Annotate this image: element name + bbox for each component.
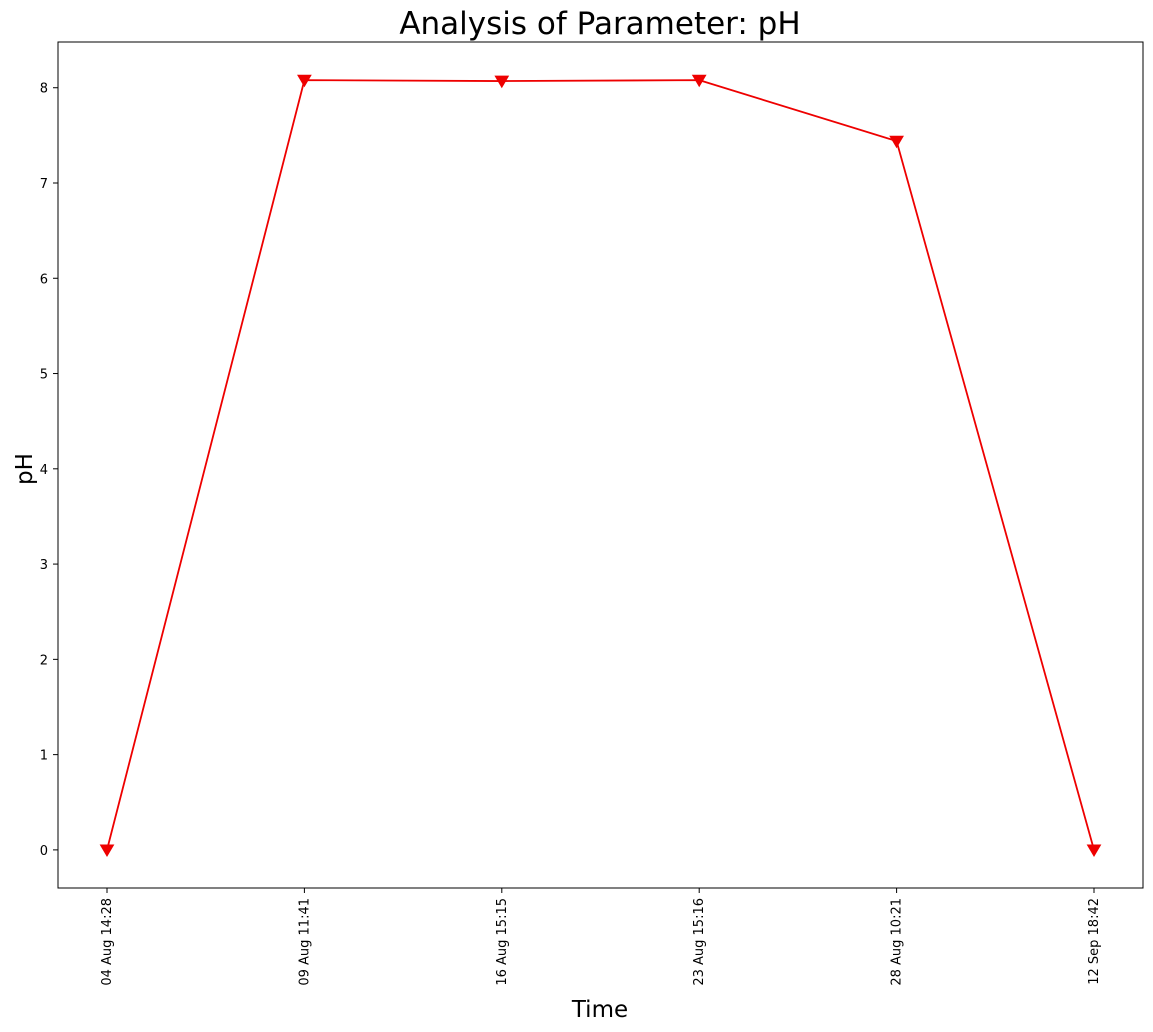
- x-tick-label: 23 Aug 15:16: [692, 898, 707, 986]
- y-tick-label: 8: [40, 82, 48, 97]
- x-tick-label: 04 Aug 14:28: [100, 898, 115, 986]
- data-point-marker: [889, 135, 904, 149]
- data-point-marker: [1086, 844, 1102, 858]
- data-point-marker: [297, 74, 312, 88]
- data-point-marker: [99, 844, 115, 858]
- chart-title: Analysis of Parameter: pH: [399, 6, 800, 42]
- x-axis-label: Time: [571, 997, 628, 1023]
- y-tick-label: 0: [40, 844, 48, 859]
- y-tick-label: 2: [40, 653, 48, 668]
- plot-area: 0 1 2 3 4 5 6 7 8 04 Aug 14:28 09 Aug 11:41 16 Aug…: [40, 41, 1144, 986]
- data-point-marker: [494, 75, 510, 89]
- x-tick-label: 12 Sep 18:42: [1087, 898, 1102, 985]
- y-tick-label: 4: [40, 463, 48, 478]
- y-axis: 0 1 2 3 4 5 6 7 8: [40, 82, 58, 859]
- series-layer: [99, 74, 1102, 858]
- y-tick-label: 3: [40, 558, 48, 573]
- y-tick-label: 5: [40, 368, 48, 383]
- y-tick-label: 7: [40, 177, 48, 192]
- data-point-marker: [691, 74, 707, 88]
- y-tick-label: 6: [40, 272, 48, 287]
- x-tick-label: 16 Aug 15:15: [495, 898, 510, 986]
- y-tick-label: 1: [40, 749, 48, 764]
- x-tick-label: 09 Aug 11:41: [297, 898, 312, 986]
- plot-frame: [57, 41, 1144, 889]
- series-line: [106, 79, 1095, 851]
- y-axis-label: pH: [12, 453, 38, 485]
- x-axis: 04 Aug 14:28 09 Aug 11:41 16 Aug 15:15 23 A…: [100, 888, 1102, 986]
- x-tick-label: 28 Aug 10:21: [890, 898, 905, 986]
